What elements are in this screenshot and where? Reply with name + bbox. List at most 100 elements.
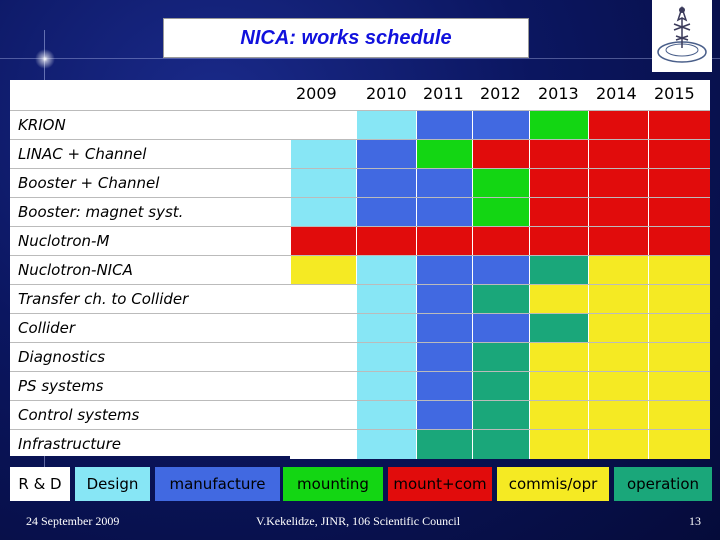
- footer-date: 24 September 2009: [26, 514, 120, 528]
- schedule-cell: [529, 198, 588, 227]
- schedule-cell: [648, 256, 710, 285]
- schedule-cell: [416, 198, 472, 227]
- row-label: Nuclotron-NICA: [18, 261, 133, 279]
- legend-item: R & D: [10, 467, 70, 501]
- schedule-row: KRION: [10, 110, 710, 140]
- schedule-cell: [290, 343, 356, 372]
- schedule-cell: [588, 285, 648, 314]
- schedule-cell: [472, 285, 529, 314]
- schedule-cell: [356, 227, 416, 256]
- footer-author: V.Kekelidze, JINR, 106 Scientific Counci…: [256, 514, 461, 528]
- schedule-cell: [290, 227, 356, 256]
- schedule-cell: [356, 430, 416, 459]
- schedule-cell: [529, 285, 588, 314]
- schedule-cell: [472, 111, 529, 140]
- schedule-cell: [290, 140, 356, 169]
- schedule-cell: [529, 227, 588, 256]
- schedule-row: Nuclotron-M: [10, 226, 710, 256]
- legend-item: Design: [75, 467, 150, 501]
- slide-title: NICA: works schedule: [163, 18, 529, 58]
- schedule-cell: [648, 198, 710, 227]
- schedule-cell: [588, 343, 648, 372]
- schedule-cell: [416, 430, 472, 459]
- schedule-cell: [648, 140, 710, 169]
- row-label: LINAC + Channel: [18, 145, 147, 163]
- schedule-cell: [472, 372, 529, 401]
- schedule-row: PS systems: [10, 371, 710, 401]
- schedule-cell: [356, 314, 416, 343]
- schedule-row: Diagnostics: [10, 342, 710, 372]
- schedule-cell: [416, 314, 472, 343]
- schedule-row: Transfer ch. to Collider: [10, 284, 710, 314]
- year-header: 2011: [423, 84, 464, 103]
- year-header: 2013: [538, 84, 579, 103]
- schedule-cell: [588, 227, 648, 256]
- schedule-cell: [472, 314, 529, 343]
- schedule-row: Infrastructure: [10, 429, 710, 459]
- schedule-cell: [290, 430, 356, 459]
- schedule-cell: [472, 430, 529, 459]
- row-label: Booster + Channel: [18, 174, 160, 192]
- schedule-row: LINAC + Channel: [10, 139, 710, 169]
- schedule-cell: [356, 401, 416, 430]
- year-header-row: 2009 2010 2011 2012 2013 2014 2015: [10, 80, 710, 110]
- row-label: Nuclotron-M: [18, 232, 110, 250]
- schedule-cell: [290, 285, 356, 314]
- schedule-cell: [529, 140, 588, 169]
- schedule-cell: [416, 372, 472, 401]
- schedule-row: Control systems: [10, 400, 710, 430]
- decorative-horizontal-line: [0, 58, 720, 59]
- schedule-cell: [588, 430, 648, 459]
- schedule-cell: [472, 169, 529, 198]
- schedule-cell: [648, 169, 710, 198]
- schedule-cell: [529, 111, 588, 140]
- year-header: 2015: [654, 84, 695, 103]
- schedule-cell: [529, 314, 588, 343]
- schedule-cell: [416, 169, 472, 198]
- schedule-cell: [356, 111, 416, 140]
- schedule-cell: [472, 227, 529, 256]
- schedule-cell: [290, 111, 356, 140]
- schedule-cell: [416, 343, 472, 372]
- schedule-cell: [356, 343, 416, 372]
- schedule-row: Collider: [10, 313, 710, 343]
- schedule-row: Booster + Channel: [10, 168, 710, 198]
- schedule-cell: [588, 372, 648, 401]
- schedule-cell: [648, 343, 710, 372]
- legend-item: mounting: [283, 467, 383, 501]
- schedule-cell: [648, 227, 710, 256]
- schedule-cell: [290, 314, 356, 343]
- schedule-cell: [588, 401, 648, 430]
- schedule-cell: [356, 372, 416, 401]
- schedule-cell: [529, 343, 588, 372]
- schedule-cell: [648, 111, 710, 140]
- legend-item: commis/opr: [497, 467, 609, 501]
- schedule-row: Booster: magnet syst.: [10, 197, 710, 227]
- schedule-cell: [648, 372, 710, 401]
- row-label: Infrastructure: [18, 435, 121, 453]
- schedule-cell: [416, 140, 472, 169]
- year-header: 2009: [296, 84, 337, 103]
- schedule-cell: [529, 169, 588, 198]
- row-label: Transfer ch. to Collider: [18, 290, 189, 308]
- year-header: 2014: [596, 84, 637, 103]
- schedule-cell: [416, 256, 472, 285]
- schedule-cell: [472, 343, 529, 372]
- schedule-cell: [529, 372, 588, 401]
- row-label: Diagnostics: [18, 348, 106, 366]
- row-label: Booster: magnet syst.: [18, 203, 184, 221]
- schedule-cell: [588, 140, 648, 169]
- schedule-cell: [529, 256, 588, 285]
- schedule-table: 2009 2010 2011 2012 2013 2014 2015 KRION LINAC …: [10, 80, 710, 459]
- schedule-cell: [648, 285, 710, 314]
- schedule-cell: [588, 198, 648, 227]
- schedule-cell: [472, 140, 529, 169]
- schedule-cell: [416, 227, 472, 256]
- legend-item: operation: [614, 467, 712, 501]
- schedule-row: Nuclotron-NICA: [10, 255, 710, 285]
- schedule-cell: [529, 430, 588, 459]
- schedule-cell: [356, 140, 416, 169]
- row-label: KRION: [18, 116, 66, 134]
- sparkle-icon: [35, 49, 55, 69]
- year-header: 2010: [366, 84, 407, 103]
